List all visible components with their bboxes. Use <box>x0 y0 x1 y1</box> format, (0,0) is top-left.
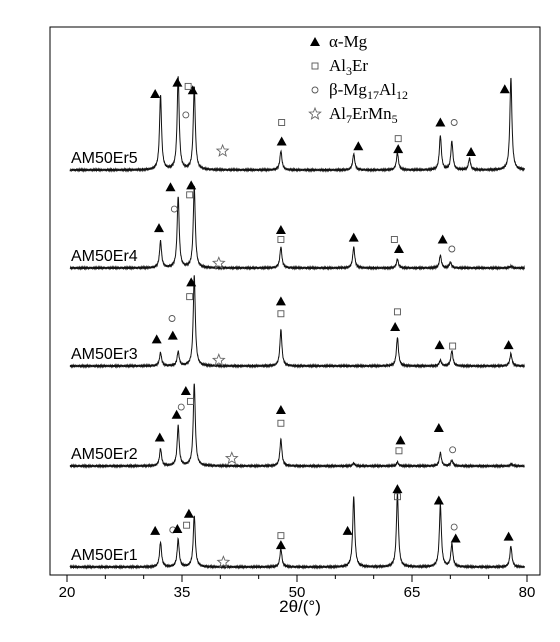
filled-triangle-marker <box>342 525 353 535</box>
legend-filled-triangle-marker <box>310 37 320 46</box>
open-star-marker <box>216 555 231 569</box>
legend-open-star-marker <box>308 106 322 120</box>
legend-label: β-Mg17Al12 <box>329 80 408 102</box>
filled-triangle-marker <box>275 225 286 234</box>
filled-triangle-marker <box>393 244 404 253</box>
filled-triangle-marker <box>499 84 510 94</box>
filled-triangle-marker <box>165 182 176 192</box>
legend-label: Al7ErMn5 <box>329 104 398 126</box>
x-axis-title: 2θ/(°) <box>279 597 321 616</box>
sample-label: AM50Er2 <box>71 446 138 463</box>
open-star-marker <box>211 353 226 367</box>
legend-label: Al3Er <box>329 56 368 78</box>
filled-triangle-marker <box>151 334 162 344</box>
filled-triangle-marker <box>180 385 191 395</box>
filled-triangle-marker <box>434 340 445 350</box>
x-tick-label: 65 <box>404 584 421 601</box>
open-square-marker <box>393 493 401 501</box>
filled-triangle-marker <box>503 531 514 541</box>
open-circle-marker <box>168 315 176 322</box>
filled-triangle-marker <box>150 89 161 98</box>
sample-label: AM50Er4 <box>71 248 138 265</box>
open-square-marker <box>186 397 194 405</box>
x-tick-label: 35 <box>174 584 191 601</box>
open-square-marker <box>183 521 191 529</box>
x-tick-label: 80 <box>519 584 536 601</box>
sample-labels: AM50Er5 AM50Er4 AM50Er3 AM50Er2 AM50Er1 <box>71 150 138 564</box>
open-circle-marker <box>177 403 185 411</box>
open-circle-marker <box>448 245 456 253</box>
open-square-marker <box>277 532 285 540</box>
trace-am50er5 <box>69 76 526 173</box>
open-square-marker <box>184 82 192 90</box>
filled-triangle-marker <box>154 432 165 442</box>
filled-triangle-marker <box>503 340 514 350</box>
x-tick-label: 50 <box>289 584 306 601</box>
trace-am50er1 <box>69 492 526 570</box>
x-axis: 20 35 50 65 80 <box>59 575 536 601</box>
open-square-marker <box>277 236 285 243</box>
open-star-marker <box>224 451 239 465</box>
legend-open-square-marker <box>311 62 319 70</box>
legend-label: α-Mg <box>329 32 368 51</box>
filled-triangle-marker <box>187 85 198 95</box>
open-square-marker <box>393 308 401 316</box>
filled-triangle-marker <box>275 540 286 550</box>
open-star-marker <box>215 143 230 157</box>
legend-open-circle-marker <box>311 86 319 94</box>
open-square-marker <box>186 293 194 301</box>
filled-triangle-marker <box>437 234 448 244</box>
filled-triangle-marker <box>395 435 406 445</box>
filled-triangle-marker <box>186 180 197 190</box>
filled-triangle-marker <box>171 409 182 419</box>
filled-triangle-marker <box>450 533 461 543</box>
trace-am50er3 <box>69 275 525 369</box>
filled-triangle-marker <box>186 277 197 287</box>
filled-triangle-marker <box>390 322 401 332</box>
filled-triangle-marker <box>466 146 477 156</box>
open-circle-marker <box>450 523 458 531</box>
filled-triangle-marker <box>275 404 286 414</box>
open-circle-marker <box>450 119 458 126</box>
open-square-marker <box>186 191 194 199</box>
sample-label: AM50Er5 <box>71 150 138 167</box>
open-square-marker <box>390 236 398 243</box>
trace-am50er4 <box>69 185 525 271</box>
filled-triangle-marker <box>392 484 403 494</box>
open-star-marker <box>211 256 226 270</box>
trace-am50er2 <box>69 383 525 469</box>
open-circle-marker <box>182 111 190 119</box>
plot-frame <box>49 26 541 576</box>
sample-label: AM50Er3 <box>71 346 138 363</box>
open-square-marker <box>395 447 403 455</box>
filled-triangle-marker <box>435 117 446 127</box>
open-square-marker <box>394 135 402 143</box>
open-circle-marker <box>170 205 178 213</box>
filled-triangle-marker <box>353 141 364 151</box>
filled-triangle-marker <box>433 495 444 505</box>
sample-label: AM50Er1 <box>71 547 138 564</box>
filled-triangle-marker <box>172 524 183 533</box>
filled-triangle-marker <box>172 77 183 87</box>
open-square-marker <box>277 419 285 427</box>
x-tick-label: 20 <box>59 584 76 601</box>
filled-triangle-marker <box>154 223 164 233</box>
filled-triangle-marker <box>276 136 287 146</box>
filled-triangle-marker <box>167 330 178 340</box>
filled-triangle-marker <box>433 423 444 432</box>
open-square-marker <box>277 310 285 318</box>
open-circle-marker <box>449 446 457 454</box>
filled-triangle-marker <box>393 144 404 154</box>
filled-triangle-marker <box>348 232 359 242</box>
open-square-marker <box>449 342 457 350</box>
filled-triangle-marker <box>275 296 286 306</box>
filled-triangle-marker <box>183 508 194 518</box>
open-square-marker <box>278 119 286 126</box>
phase-markers <box>150 77 514 569</box>
filled-triangle-marker <box>150 525 161 535</box>
pattern-traces <box>69 76 526 570</box>
